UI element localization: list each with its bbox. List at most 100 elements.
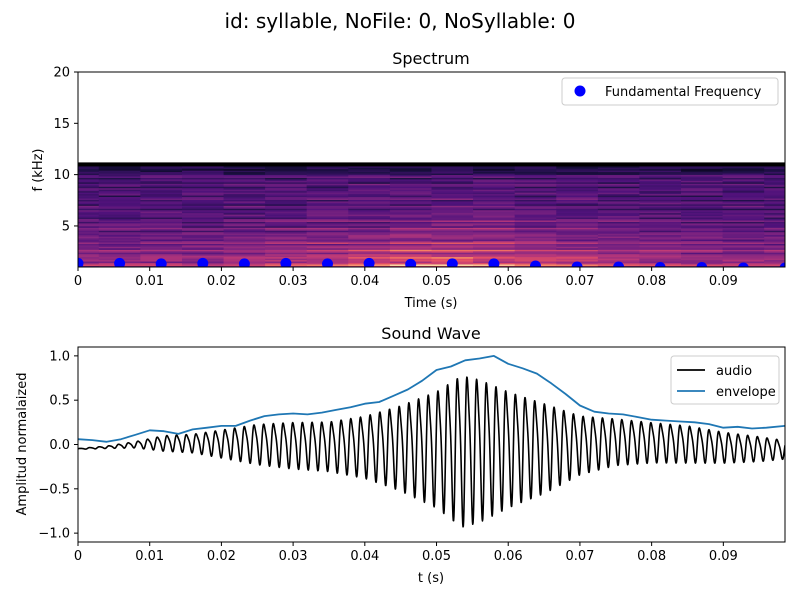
spectrogram-cell [473,171,516,174]
spectrogram-cell [639,193,682,196]
spectrogram-cell [306,183,349,186]
spectrogram-cell [514,167,557,170]
spectrogram-cell [473,192,516,195]
spectrogram-cell [223,250,266,253]
spectrogram-cell [182,209,225,212]
spectrogram-cell [597,189,641,192]
spectrogram-cell [182,247,225,250]
spectrogram-cell [306,211,349,214]
spectrogram-cell [78,245,100,247]
spectrogram-cell [223,192,266,195]
spectrogram-cell [389,177,433,180]
spectrogram-cell [722,203,765,206]
spectrogram-cell [223,239,266,242]
spectrogram-cell [764,220,785,222]
spectrogram-cell [78,233,100,236]
spectrogram-cell [639,198,682,200]
spectrogram-cell [597,184,641,187]
spectrogram-cell [389,230,433,233]
spectrogram-cell [306,246,349,249]
spectrogram-cell [597,218,641,221]
spectrogram-cell [98,198,141,200]
spectrogram-cell [431,198,474,200]
spectrogram-cell [514,230,557,233]
spectrogram-cell [306,224,349,227]
spectrogram-cell [140,183,183,186]
spectrogram-cell [722,208,765,211]
spectrogram-cell [431,252,474,255]
spectrogram-cell [265,201,308,203]
spectrogram-cell [514,245,557,247]
spectrogram-cell [431,243,474,246]
spectrogram-cell [514,212,557,215]
spectrogram-cell [78,193,100,196]
spectrogram-cell [78,258,100,261]
spectrogram-cell [764,237,785,240]
spectrogram-cell [473,218,516,221]
spectrogram-cell [389,236,433,239]
spectrogram-cell [681,212,724,215]
spectrogram-cell [140,192,183,195]
spectrogram-cell [265,203,308,206]
spectrogram-cell [140,167,183,170]
spectrogram-cell [514,218,557,221]
spectrogram-cell [223,228,266,231]
spectrogram-cell [223,212,266,215]
spectrogram-cell [681,230,724,233]
spectrogram-cell [514,180,557,183]
spectrogram-cell [348,171,391,174]
spectrogram-cell [514,203,557,206]
spectrogram-cell [597,195,641,198]
spectrogram-cell [78,220,100,222]
spectrogram-cell [98,230,141,233]
spectrogram-cell [265,187,308,190]
spectrogram-cell [306,231,349,234]
spectrogram-cell [639,202,682,205]
spectrogram-cell [348,179,391,181]
spectrogram-cell [764,247,785,250]
spectrogram-cell [431,240,474,243]
spectrogram-cell [140,240,183,243]
spectrogram-cell [473,228,516,231]
spectrogram-cell [265,233,308,236]
spectrogram-cell [722,181,765,184]
x-tick-label: 0.07 [565,549,594,564]
spectrogram-cell [514,190,557,193]
spectrogram-cell [98,231,141,234]
spectrogram-cell [556,179,599,181]
spectrogram-cell [722,174,765,177]
spectrogram-cell [348,176,391,178]
spectrogram-cell [556,224,599,227]
spectrogram-cell [78,221,100,224]
spectrogram-cell [681,223,724,225]
spectrogram-cell [639,205,682,208]
spectrogram-cell [514,184,557,187]
spectrogram-cell [514,228,557,231]
spectrogram-cell [389,199,433,202]
spectrogram-cell [514,253,557,256]
spectrogram-cell [764,243,785,246]
y-tick-label: 0.5 [49,394,70,409]
spectrogram-cell [78,176,100,178]
spectrogram-cell [306,187,349,190]
spectrogram-cell [639,181,682,184]
spectrogram-cell [389,195,433,198]
fundamental-frequency-point [78,257,84,267]
spectrogram-cell [722,242,765,244]
fundamental-frequency-point [280,257,292,267]
y-tick-label: −0.5 [38,482,70,497]
spectrogram-cell [556,253,599,256]
spectrogram-cell [639,192,682,195]
spectrogram-cell [389,221,433,224]
sound-wave-legend-box [670,355,780,405]
spectrogram-cell [473,201,516,203]
spectrogram-cell [78,196,100,199]
spectrogram-cell [722,258,765,261]
spectrogram-cell [431,245,474,247]
spectrogram-cell [78,215,100,218]
spectrogram-cell [556,177,599,180]
spectrogram-cell [140,205,183,208]
spectrogram-cell [597,180,641,183]
spectrogram-cell [639,230,682,233]
fundamental-frequency-point [488,258,500,267]
